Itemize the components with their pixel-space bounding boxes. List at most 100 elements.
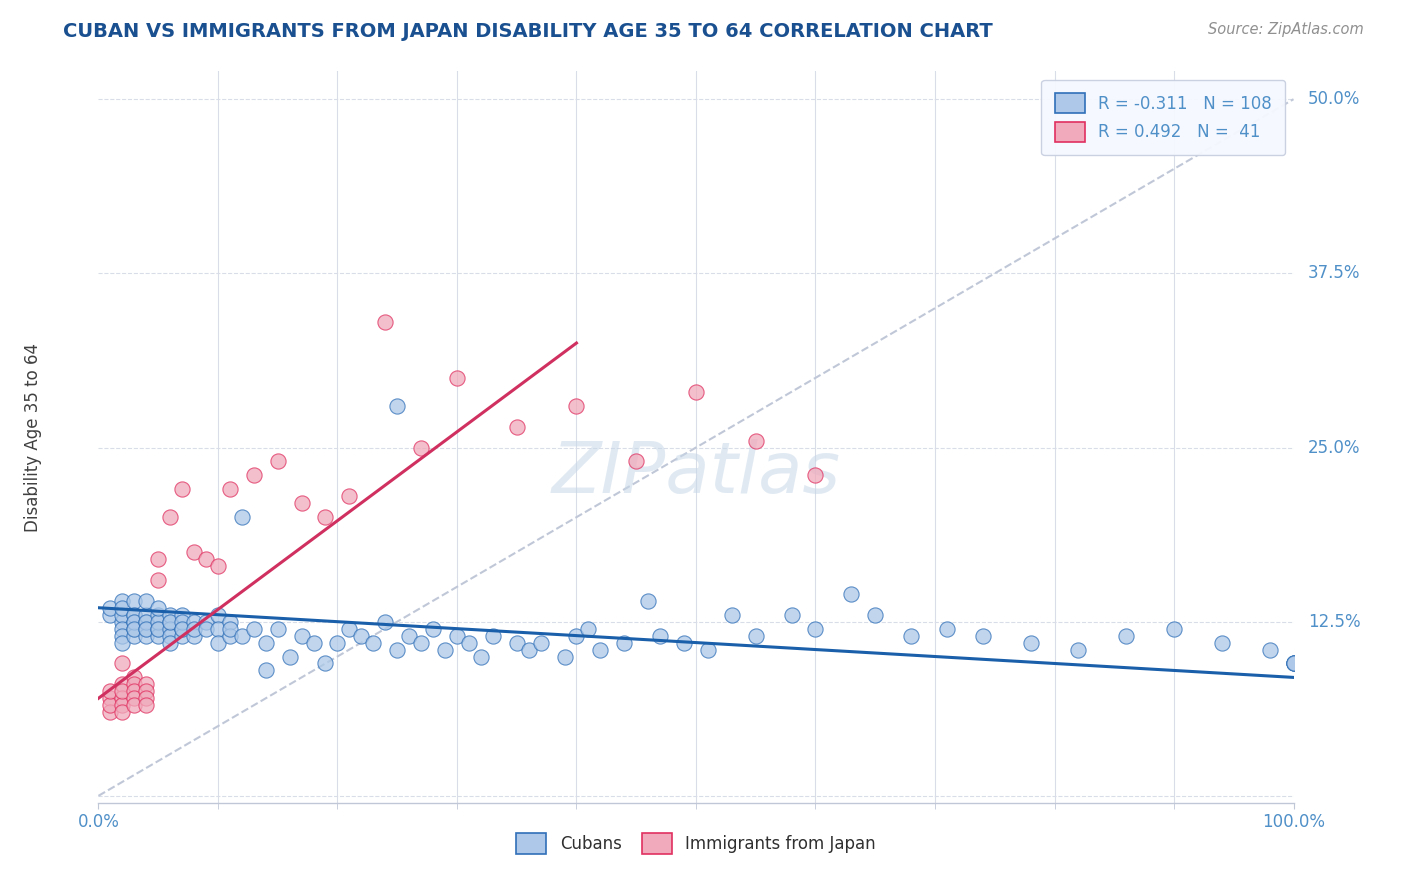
Point [254, 635, 277, 649]
Point [148, 622, 170, 636]
Point [411, 441, 433, 455]
Point [172, 483, 194, 497]
Point [363, 635, 385, 649]
Point [267, 622, 290, 636]
Point [315, 657, 337, 671]
Point [481, 629, 505, 643]
Text: Disability Age 35 to 64: Disability Age 35 to 64 [24, 343, 42, 532]
Point [111, 705, 134, 719]
Point [446, 371, 468, 385]
Point [385, 642, 409, 657]
Point [135, 607, 157, 622]
Point [865, 607, 887, 622]
Point [554, 649, 576, 664]
Point [1019, 635, 1042, 649]
Point [135, 698, 157, 713]
Point [243, 622, 266, 636]
Point [135, 615, 157, 629]
Point [721, 607, 744, 622]
Point [195, 552, 218, 566]
Point [148, 629, 170, 643]
Point [900, 629, 922, 643]
Point [124, 594, 146, 608]
Point [98, 698, 122, 713]
Point [254, 664, 277, 678]
Point [98, 607, 122, 622]
Point [148, 600, 170, 615]
Point [135, 594, 157, 608]
Point [111, 657, 134, 671]
Point [291, 496, 314, 510]
Point [124, 607, 146, 622]
Text: CUBAN VS IMMIGRANTS FROM JAPAN DISABILITY AGE 35 TO 64 CORRELATION CHART: CUBAN VS IMMIGRANTS FROM JAPAN DISABILIT… [63, 22, 993, 41]
Point [231, 629, 253, 643]
Point [219, 622, 242, 636]
Point [98, 705, 122, 719]
Point [124, 698, 146, 713]
Point [626, 454, 648, 468]
Point [172, 629, 194, 643]
Point [172, 622, 194, 636]
Point [219, 615, 242, 629]
Point [124, 629, 146, 643]
Point [972, 629, 994, 643]
Point [159, 622, 181, 636]
Point [243, 468, 266, 483]
Point [219, 629, 242, 643]
Point [339, 489, 361, 503]
Point [685, 384, 707, 399]
Point [207, 558, 229, 573]
Point [565, 629, 588, 643]
Point [135, 691, 157, 706]
Point [398, 629, 420, 643]
Point [637, 594, 659, 608]
Point [458, 635, 481, 649]
Point [124, 684, 146, 698]
Point [315, 510, 337, 524]
Point [339, 622, 361, 636]
Point [1258, 642, 1281, 657]
Point [936, 622, 959, 636]
Point [578, 622, 600, 636]
Point [506, 419, 529, 434]
Point [1282, 657, 1305, 671]
Point [124, 677, 146, 691]
Point [804, 468, 827, 483]
Point [207, 622, 229, 636]
Point [124, 615, 146, 629]
Point [183, 622, 205, 636]
Point [159, 607, 181, 622]
Point [745, 629, 768, 643]
Point [148, 573, 170, 587]
Point [231, 510, 253, 524]
Point [302, 635, 325, 649]
Point [589, 642, 612, 657]
Text: Source: ZipAtlas.com: Source: ZipAtlas.com [1208, 22, 1364, 37]
Point [411, 635, 433, 649]
Point [124, 670, 146, 684]
Legend: Cubans, Immigrants from Japan: Cubans, Immigrants from Japan [510, 827, 882, 860]
Point [195, 622, 218, 636]
Point [565, 399, 588, 413]
Point [517, 642, 540, 657]
Point [111, 684, 134, 698]
Point [195, 615, 218, 629]
Point [374, 615, 396, 629]
Point [111, 622, 134, 636]
Point [697, 642, 720, 657]
Point [148, 622, 170, 636]
Point [148, 615, 170, 629]
Point [111, 677, 134, 691]
Point [207, 635, 229, 649]
Point [1282, 657, 1305, 671]
Point [219, 483, 242, 497]
Point [111, 691, 134, 706]
Point [159, 629, 181, 643]
Point [124, 691, 146, 706]
Point [470, 649, 492, 664]
Point [124, 622, 146, 636]
Point [1282, 657, 1305, 671]
Point [135, 622, 157, 636]
Point [111, 594, 134, 608]
Text: 37.5%: 37.5% [1308, 264, 1361, 283]
